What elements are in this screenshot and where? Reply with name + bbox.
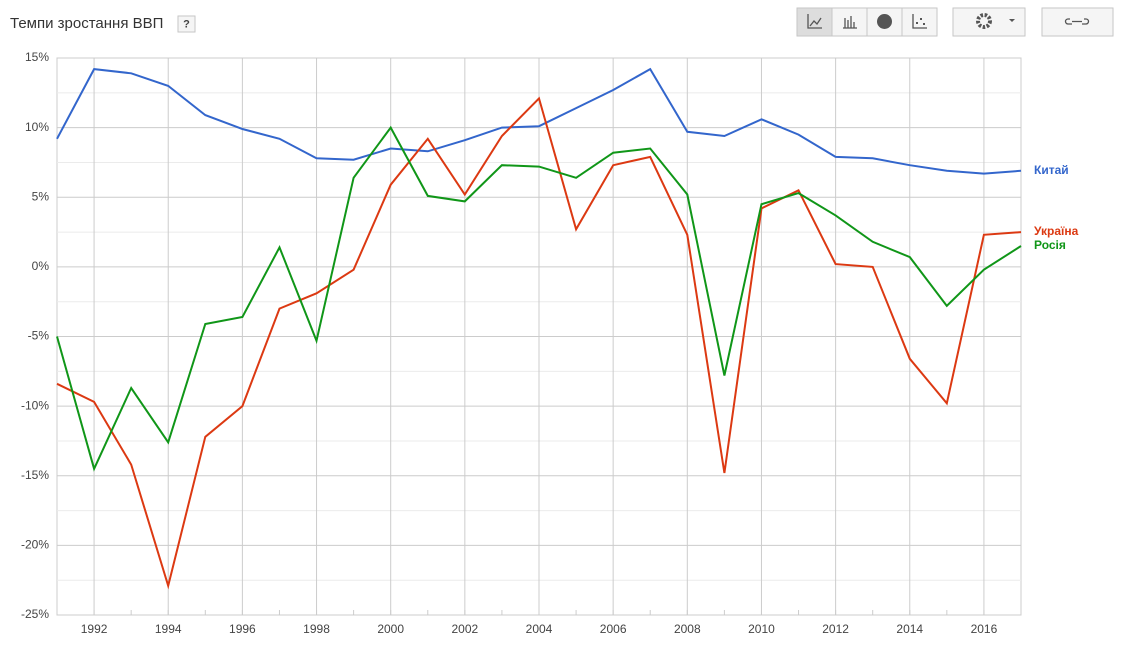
y-tick-label: -20% xyxy=(21,538,49,552)
x-tick-label: 1992 xyxy=(81,622,108,636)
x-tick-label: 2002 xyxy=(451,622,478,636)
x-tick-label: 1994 xyxy=(155,622,182,636)
y-tick-label: 0% xyxy=(32,259,50,273)
series-line xyxy=(56,125,1022,472)
series-label: Китай xyxy=(1034,163,1069,177)
x-tick-label: 1996 xyxy=(229,622,256,636)
y-tick-label: -10% xyxy=(21,398,49,412)
x-tick-label: 1998 xyxy=(303,622,330,636)
toolbar xyxy=(796,7,1114,37)
x-tick-label: 2010 xyxy=(748,622,775,636)
series-label: Україна xyxy=(1034,224,1079,238)
y-tick-label: 5% xyxy=(32,189,50,203)
help-button[interactable] xyxy=(177,15,196,33)
x-tick-label: 2004 xyxy=(526,622,553,636)
x-tick-label: 2008 xyxy=(674,622,701,636)
series-label: Росія xyxy=(1034,238,1066,252)
scatter-view[interactable] xyxy=(901,7,938,37)
x-tick-label: 2000 xyxy=(377,622,404,636)
series-line xyxy=(56,67,1022,175)
bar-view[interactable] xyxy=(831,7,868,37)
x-tick-label: 2016 xyxy=(971,622,998,636)
x-tick-label: 2006 xyxy=(600,622,627,636)
help-text: ? xyxy=(183,18,190,30)
y-tick-label: -15% xyxy=(21,468,49,482)
x-tick-label: 2014 xyxy=(896,622,923,636)
series-line xyxy=(56,96,1022,590)
y-tick-label: 10% xyxy=(25,120,49,134)
y-tick-label: -5% xyxy=(28,329,50,343)
y-tick-label: -25% xyxy=(21,607,49,621)
x-tick-label: 2012 xyxy=(822,622,849,636)
y-tick-label: 15% xyxy=(25,50,49,64)
chart-title: Темпи зростання ВВП xyxy=(10,15,163,32)
